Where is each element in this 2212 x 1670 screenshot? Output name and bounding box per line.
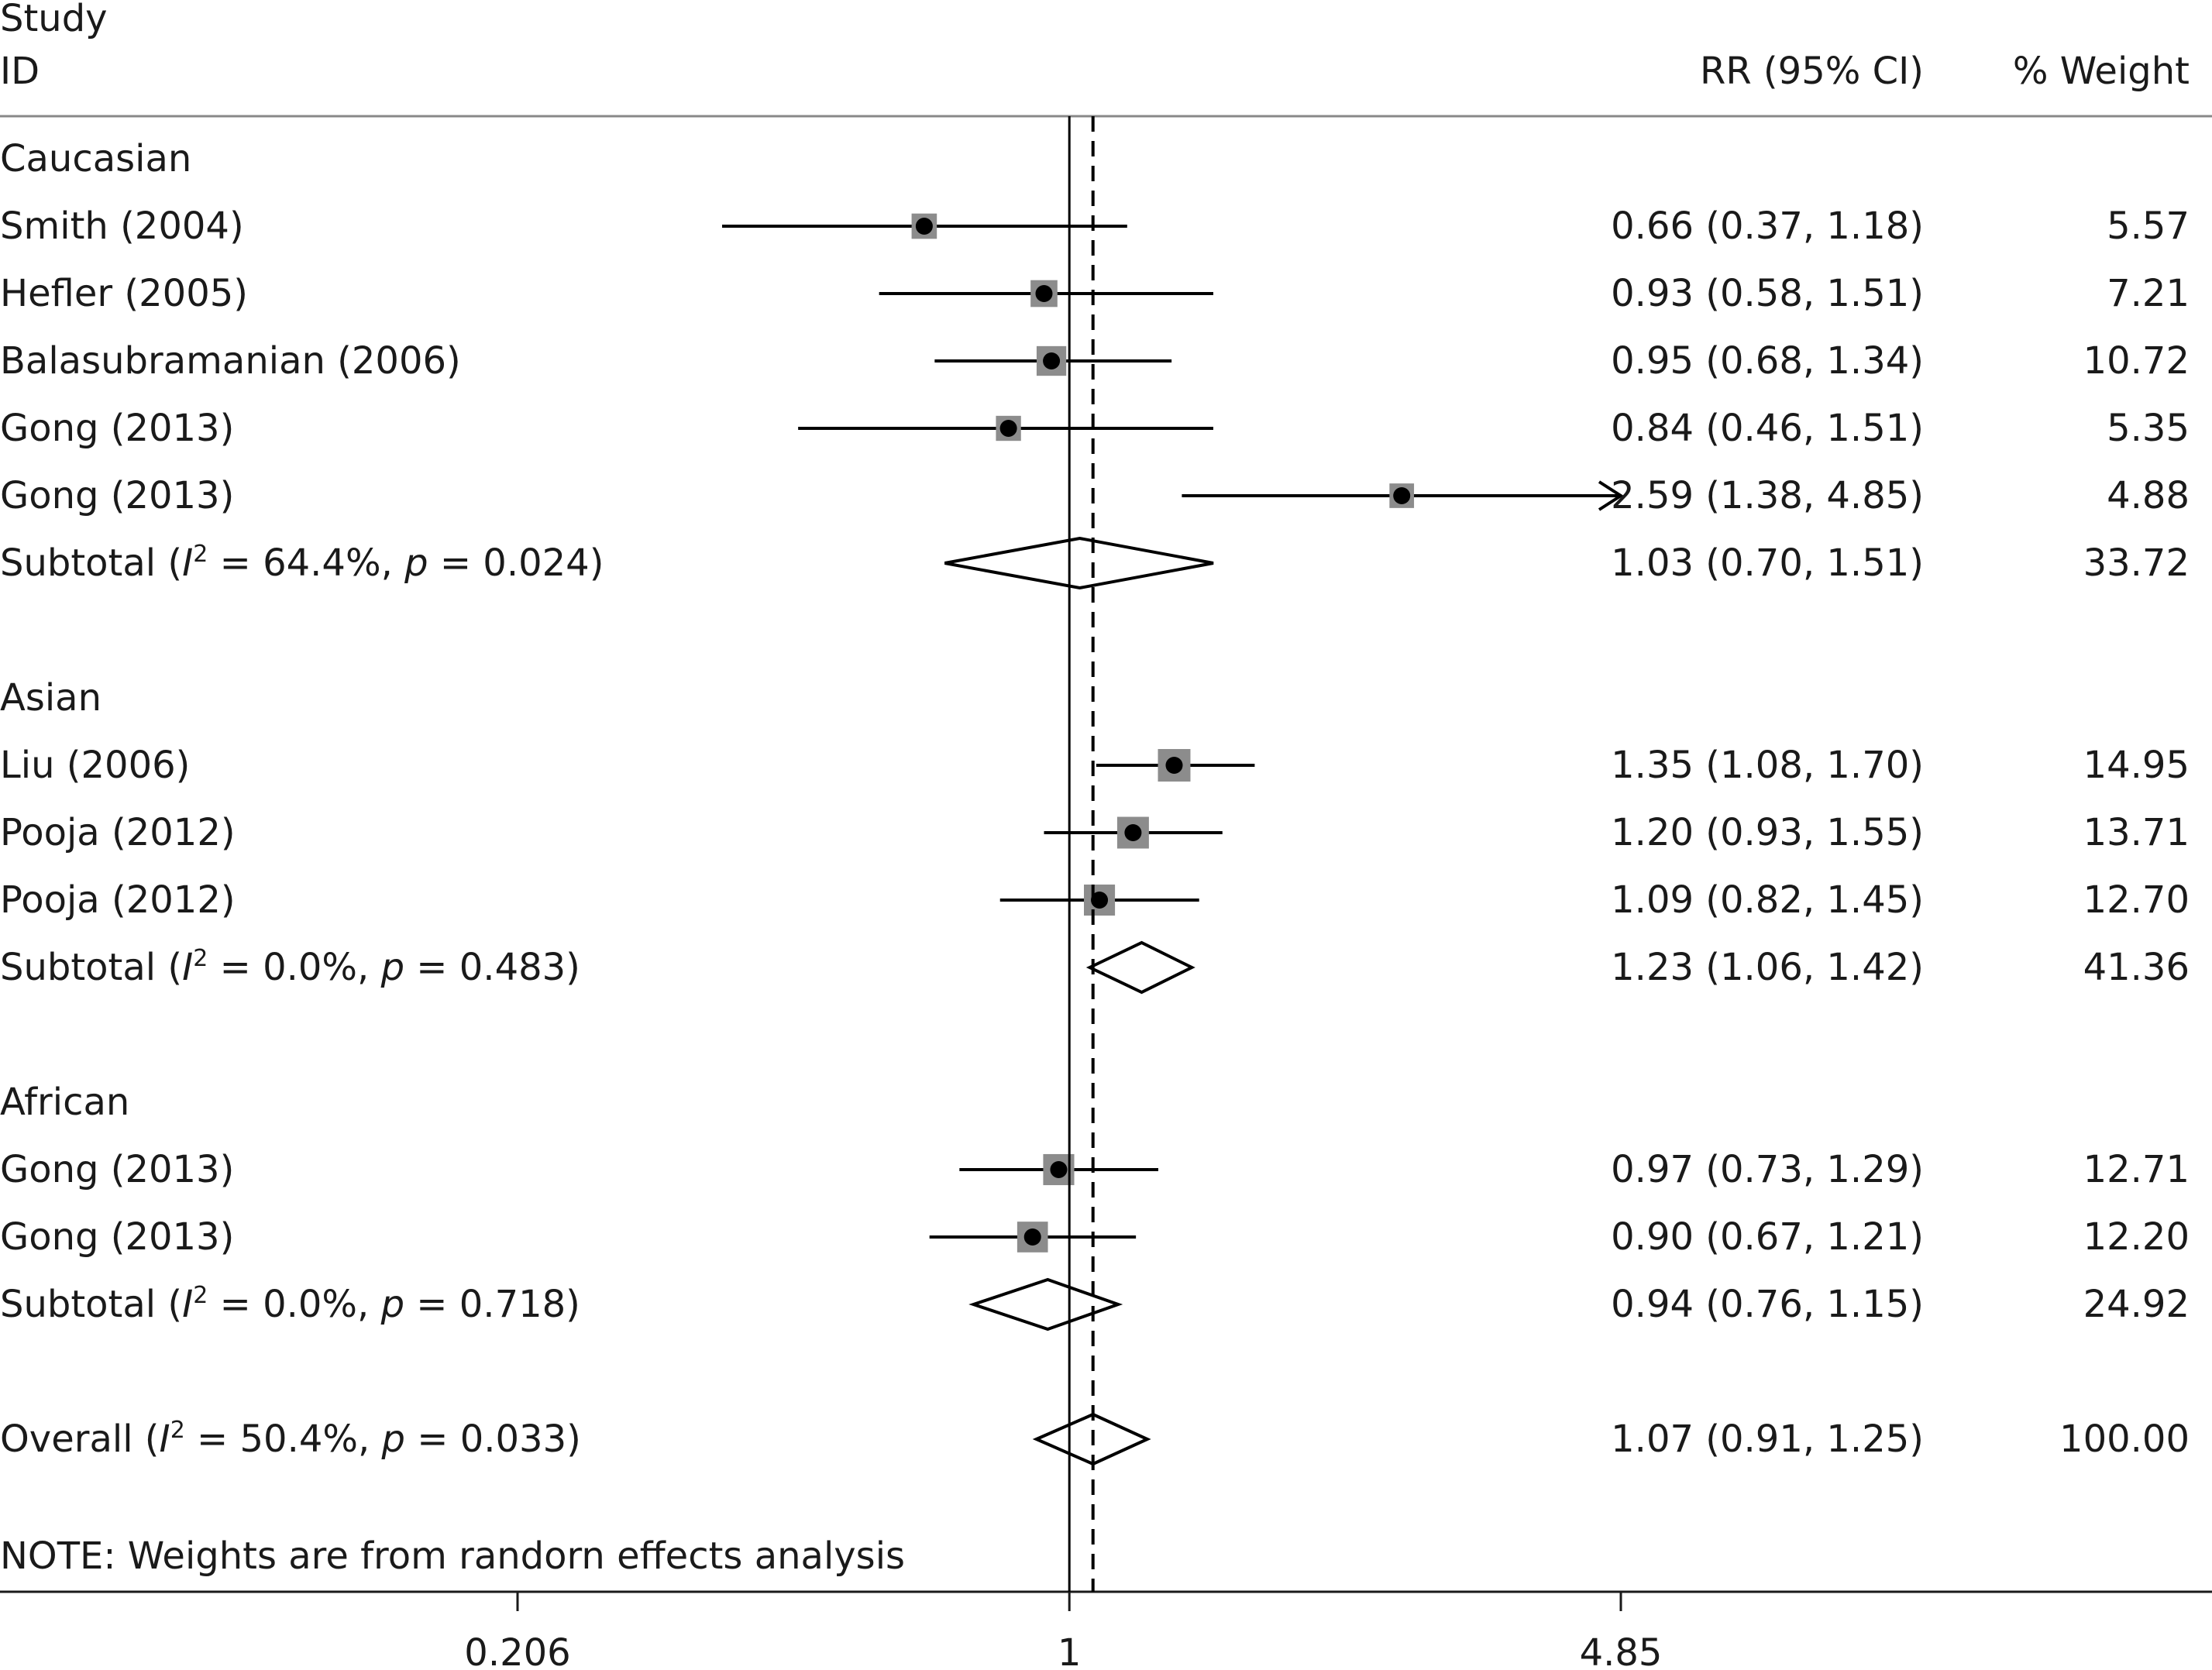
i2-superscript: 2 xyxy=(193,945,208,972)
p-value-text: = 0.033) xyxy=(405,1417,581,1461)
study-label: Gong (2013) xyxy=(0,1148,234,1191)
point-estimate xyxy=(1050,1161,1068,1178)
point-estimate xyxy=(1165,757,1183,774)
rr-ci-value: 0.95 (0.68, 1.34) xyxy=(1611,339,1924,383)
x-tick-label: 4.85 xyxy=(1580,1631,1663,1670)
i2-superscript: 2 xyxy=(193,1282,208,1309)
weight-value: 12.71 xyxy=(2083,1148,2190,1191)
rr-ci-value: 0.90 (0.67, 1.21) xyxy=(1611,1215,1924,1259)
rr-ci-value: 0.93 (0.58, 1.51) xyxy=(1611,272,1924,315)
weight-value: 12.70 xyxy=(2083,878,2190,922)
rr-ci-value: 0.97 (0.73, 1.29) xyxy=(1611,1148,1924,1191)
p-symbol: p xyxy=(380,946,404,989)
weight-value: 33.72 xyxy=(2083,541,2190,585)
rr-ci-value: 1.35 (1.08, 1.70) xyxy=(1611,744,1924,787)
point-estimate xyxy=(999,420,1017,437)
p-value-text: = 0.483) xyxy=(404,946,580,989)
i2-symbol: I xyxy=(160,1417,170,1461)
label-mid: = 0.0%, xyxy=(208,1283,380,1326)
group-label: Caucasian xyxy=(0,137,191,180)
rr-ci-value: 1.20 (0.93, 1.55) xyxy=(1611,811,1924,854)
p-symbol: p xyxy=(380,1283,404,1326)
weight-value: 4.88 xyxy=(2107,474,2190,517)
x-tick-label: 1 xyxy=(1058,1631,1082,1670)
overall-label: Overall (I2 = 50.4%, p = 0.033) xyxy=(0,1417,581,1461)
study-label: Gong (2013) xyxy=(0,407,234,450)
study-label: Gong (2013) xyxy=(0,474,234,517)
point-estimate xyxy=(1023,1228,1041,1246)
i2-superscript: 2 xyxy=(170,1417,185,1444)
weight-value: 5.35 xyxy=(2107,407,2190,450)
label-mid: = 64.4%, xyxy=(208,541,404,585)
study-label: Hefler (2005) xyxy=(0,272,248,315)
subtotal-diamond xyxy=(944,536,1214,590)
i2-symbol: I xyxy=(182,1283,193,1326)
study-label: Balasubramanian (2006) xyxy=(0,339,461,383)
rr-ci-value: 2.59 (1.38, 4.85) xyxy=(1611,474,1924,517)
subtotal-label: Subtotal (I2 = 64.4%, p = 0.024) xyxy=(0,541,604,585)
header-study-label: Study xyxy=(0,0,108,40)
rr-ci-value: 0.66 (0.37, 1.18) xyxy=(1611,204,1924,248)
subtotal-diamond xyxy=(1085,940,1195,995)
p-symbol: p xyxy=(404,541,428,585)
header-id-label: ID xyxy=(0,50,40,93)
subtotal-label: Subtotal (I2 = 0.0%, p = 0.483) xyxy=(0,945,580,989)
study-label: Liu (2006) xyxy=(0,744,190,787)
weight-value: 100.00 xyxy=(2059,1417,2190,1461)
header-weight-label: % Weight xyxy=(2013,50,2190,93)
study-label: Smith (2004) xyxy=(0,204,244,248)
weight-value: 12.20 xyxy=(2083,1215,2190,1259)
note-text: NOTE: Weights are from randorn effects a… xyxy=(0,1534,905,1578)
weight-value: 41.36 xyxy=(2083,946,2190,989)
label-prefix: Subtotal ( xyxy=(0,1283,182,1326)
p-value-text: = 0.718) xyxy=(404,1283,580,1326)
label-mid: = 50.4%, xyxy=(185,1417,382,1461)
rr-ci-value: 1.09 (0.82, 1.45) xyxy=(1611,878,1924,922)
i2-symbol: I xyxy=(182,946,193,989)
weight-value: 10.72 xyxy=(2083,339,2190,383)
point-estimate xyxy=(1043,352,1061,369)
forest-rows: Caucasian Smith (2004) 0.66 (0.37, 1.18) 5.… xyxy=(0,137,2190,1466)
i2-superscript: 2 xyxy=(193,541,208,568)
point-estimate xyxy=(915,218,933,235)
group-label: African xyxy=(0,1081,129,1124)
weight-value: 14.95 xyxy=(2083,744,2190,787)
x-tick-label: 0.206 xyxy=(464,1631,570,1670)
subtotal-diamond xyxy=(968,1277,1123,1332)
p-symbol: p xyxy=(381,1417,405,1461)
weight-value: 7.21 xyxy=(2107,272,2190,315)
i2-symbol: I xyxy=(182,541,193,585)
x-axis-ticks: 0.206 1 4.85 xyxy=(464,1592,1662,1670)
p-value-text: = 0.024) xyxy=(428,541,604,585)
rr-ci-value: 1.07 (0.91, 1.25) xyxy=(1611,1417,1924,1461)
weight-value: 13.71 xyxy=(2083,811,2190,854)
label-prefix: Overall ( xyxy=(0,1417,160,1461)
study-label: Pooja (2012) xyxy=(0,878,236,922)
group-label: Asian xyxy=(0,676,101,720)
weight-value: 24.92 xyxy=(2083,1283,2190,1326)
point-estimate xyxy=(1393,487,1411,504)
rr-ci-value: 0.94 (0.76, 1.15) xyxy=(1611,1283,1924,1326)
weight-value: 5.57 xyxy=(2107,204,2190,248)
rr-ci-value: 1.03 (0.70, 1.51) xyxy=(1611,541,1924,585)
study-label: Gong (2013) xyxy=(0,1215,234,1259)
subtotal-label: Subtotal (I2 = 0.0%, p = 0.718) xyxy=(0,1282,580,1326)
point-estimate xyxy=(1035,285,1053,302)
label-prefix: Subtotal ( xyxy=(0,946,182,989)
arrow-head xyxy=(1598,480,1624,511)
point-estimate xyxy=(1124,824,1142,841)
label-prefix: Subtotal ( xyxy=(0,541,182,585)
header-rr-label: RR (95% CI) xyxy=(1700,50,1924,93)
study-label: Pooja (2012) xyxy=(0,811,236,854)
point-estimate xyxy=(1091,892,1109,909)
rr-ci-value: 0.84 (0.46, 1.51) xyxy=(1611,407,1924,450)
label-mid: = 0.0%, xyxy=(208,946,380,989)
rr-ci-value: 1.23 (1.06, 1.42) xyxy=(1611,946,1924,989)
